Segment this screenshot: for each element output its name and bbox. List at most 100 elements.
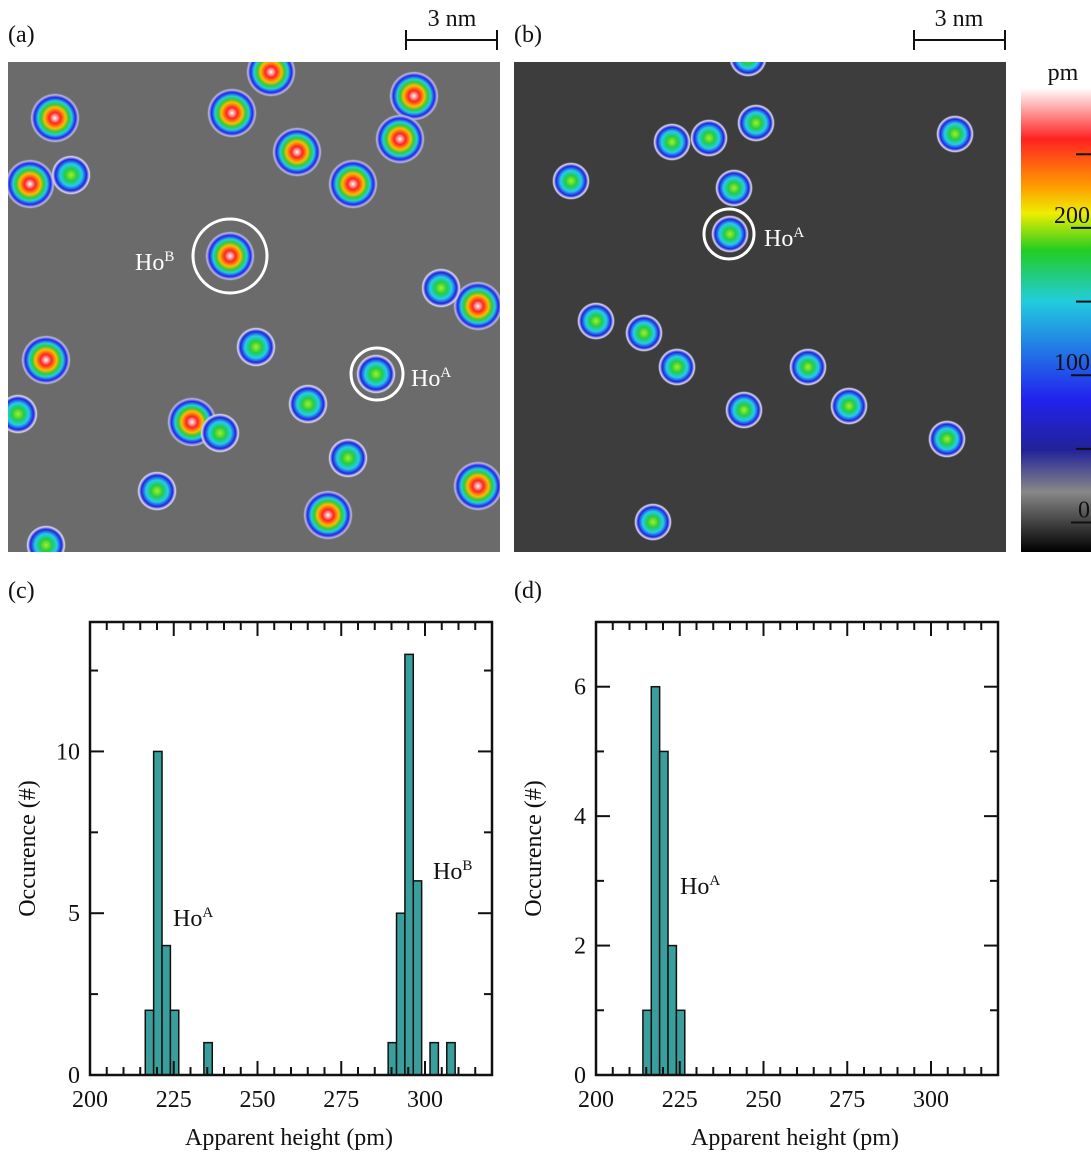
annotation-sup: B [462,858,472,874]
adatom [356,354,396,394]
annotation: Ho [433,859,462,885]
scale-bar-label: 3 nm [428,6,477,32]
adatom [205,231,255,281]
adatom [577,302,615,340]
adatom [421,268,461,308]
scale-bars [405,30,1006,50]
annotation: Ho [173,906,202,932]
x-tick-label: 300 [913,1087,949,1113]
x-tick-label: 275 [829,1087,865,1113]
bar [650,685,661,1076]
x-tick-label: 275 [323,1087,359,1113]
x-axis-label: Apparent height (pm) [185,1125,393,1151]
adatom [625,314,663,352]
scale-bar-label: 3 nm [935,6,984,32]
adatom [288,384,328,424]
bar [446,1041,456,1076]
y-tick-label: 6 [574,675,586,701]
x-tick-label: 250 [240,1087,276,1113]
stm-image-a [8,62,500,552]
bar [429,1041,440,1076]
svg-text:HoB: HoB [433,858,472,885]
svg-text:HoA: HoA [680,873,720,900]
plot-frame [88,620,494,1077]
y-tick-label: 4 [574,804,586,830]
x-tick-label: 200 [72,1087,108,1113]
bar [395,912,406,1076]
bar [667,944,678,1076]
panel-label: (d) [514,578,542,604]
image-a-features [8,62,500,552]
svg-text:HoA: HoA [411,365,451,392]
bar [152,750,163,1076]
x-tick-label: 250 [746,1087,782,1113]
x-tick-label: 225 [662,1087,698,1113]
bar [658,750,669,1076]
adatom [246,62,296,97]
adatom [51,155,91,195]
annotation: Ho [135,250,164,276]
adatom [303,490,353,540]
adatom [30,93,80,143]
adatom [8,394,38,434]
bar [404,653,415,1076]
adatom [453,461,500,511]
svg-text:HoB: HoB [135,249,174,276]
panel-label: (b) [514,22,542,48]
adatom [830,387,868,425]
y-tick-label: 2 [574,934,586,960]
x-tick-label: 225 [156,1087,192,1113]
colorbar-tick-label: 100 [1054,350,1090,376]
y-tick-label: 0 [574,1063,586,1089]
adatom [8,159,55,209]
y-tick-label: 0 [68,1063,80,1089]
adatom [272,127,322,177]
y-axis-label: Occurence (#) [15,780,41,917]
annotation: Ho [680,874,709,900]
svg-text:HoA: HoA [764,225,804,252]
adatom [389,71,439,121]
colorbar [1021,88,1091,552]
colorbar-tick-label: 200 [1054,203,1090,229]
markers [191,207,756,402]
image-b-features [552,62,974,541]
adatom [936,115,974,153]
adatom [328,159,378,209]
adatom [328,438,368,478]
x-tick-label: 300 [407,1087,443,1113]
annotation: Ho [411,366,440,392]
bar [161,944,172,1076]
annotation: Ho [764,226,793,252]
adatom [552,162,590,200]
adatom [737,104,775,142]
x-axis-label: Apparent height (pm) [691,1125,899,1151]
bar [144,1009,155,1076]
adatom [137,471,177,511]
annotation-sup: A [709,873,720,889]
colorbar-tick-label: 0 [1078,498,1090,524]
adatom [789,348,827,386]
adatom [715,169,753,207]
adatom [928,420,966,458]
adatom [711,215,749,253]
adatom [21,335,71,385]
panel-label: (c) [8,578,35,604]
svg-text:HoA: HoA [173,905,213,932]
bar [412,880,423,1076]
adatom [658,348,696,386]
adatom [653,123,691,161]
x-tick-label: 200 [578,1087,614,1113]
bar [642,1009,653,1076]
annotation-sup: A [440,365,451,381]
adatom [236,327,276,367]
adatom [725,391,763,429]
adatom [729,62,767,77]
image-annotations: HoB HoA HoA [135,225,804,392]
adatom [26,525,66,552]
panel-label: (a) [8,22,35,48]
annotation-sup: B [164,249,174,265]
y-tick-label: 10 [56,739,80,765]
adatom [375,114,425,164]
adatom [207,88,257,138]
